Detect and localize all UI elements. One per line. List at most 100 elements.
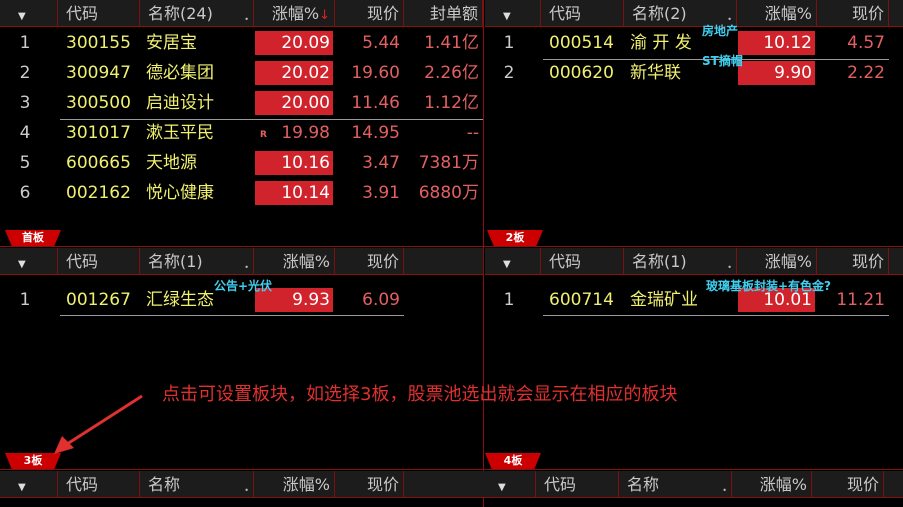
change-percent: 19.98	[281, 123, 330, 143]
column-header-label: 代码	[549, 252, 582, 271]
row-number: 1	[19, 290, 31, 310]
column-menu[interactable]: ▼	[480, 471, 536, 498]
current-price: 3.47	[362, 153, 400, 173]
row-number: 6	[19, 183, 31, 203]
stock-name: 启迪设计	[146, 93, 214, 113]
column-menu[interactable]: ▼	[0, 471, 58, 498]
column-header-pct[interactable]: 涨幅%	[254, 471, 335, 498]
r-mark-icon: R	[260, 130, 267, 140]
table-row[interactable]: 1 300155 安居宝 20.09 5.44 1.41亿	[0, 28, 483, 58]
tab-3-board[interactable]: 3板	[5, 453, 61, 469]
change-percent: 10.12	[738, 31, 815, 55]
column-header-label: 代码	[66, 475, 99, 494]
stock-code: 300155	[66, 33, 131, 53]
table-row[interactable]: 5 600665 天地源 10.16 3.47 7381万	[0, 148, 483, 178]
table-row[interactable]: 2 000620 新华联 9.90 2.22 ST摘帽	[485, 54, 903, 88]
table-row[interactable]: 1 001267 汇绿生态 9.93 6.09 公告+光伏	[0, 279, 483, 315]
stock-code: 301017	[66, 123, 131, 143]
column-header-label: 现价	[366, 4, 399, 23]
settings-dot-icon[interactable]: •	[244, 486, 249, 495]
column-header-pct[interactable]: 涨幅%	[254, 248, 335, 275]
settings-dot-icon[interactable]: •	[727, 15, 732, 24]
column-header-name[interactable]: 名称 •	[619, 471, 732, 498]
column-header-pct[interactable]: 涨幅%	[737, 248, 817, 275]
column-header-label: 代码	[549, 4, 582, 23]
tab-2-board[interactable]: 2板	[487, 230, 543, 246]
stock-name: 安居宝	[146, 33, 197, 53]
dropdown-triangle-icon[interactable]: ▼	[18, 11, 26, 22]
annotation-arrow-icon	[54, 394, 143, 454]
dropdown-triangle-icon[interactable]: ▼	[503, 259, 511, 270]
column-header-name[interactable]: 名称(24) •	[140, 0, 254, 27]
row-number: 2	[19, 63, 31, 83]
column-header-label: 名称(2)	[632, 4, 687, 23]
column-header-price[interactable]: 现价	[817, 0, 889, 27]
row-number: 5	[19, 153, 31, 173]
seal-amount: 1.12亿	[424, 93, 479, 113]
tab-first-board[interactable]: 首板	[5, 230, 61, 246]
table-row[interactable]: 6 002162 悦心健康 10.14 3.91 6880万	[0, 178, 483, 208]
column-header-name[interactable]: 名称 •	[140, 471, 254, 498]
stock-code: 300500	[66, 93, 131, 113]
stock-name: 新华联	[630, 63, 681, 83]
column-header-amount[interactable]: 封单额	[404, 0, 483, 27]
column-header-code[interactable]: 代码	[58, 0, 140, 27]
table-row[interactable]: 1 000514 渝 开 发 10.12 4.57 房地产	[485, 24, 903, 58]
column-header-price[interactable]: 现价	[335, 248, 404, 275]
dropdown-triangle-icon[interactable]: ▼	[498, 482, 506, 493]
column-header-price[interactable]: 现价	[817, 248, 889, 275]
stock-name: 汇绿生态	[146, 290, 214, 310]
column-header-name[interactable]: 名称(1) •	[624, 248, 737, 275]
stock-panel-p1: ▼ 代码 名称(24) • 涨幅%↓ 现价 封单额 1 300155 安居宝 20.09 5.44 1.…	[0, 0, 483, 246]
change-percent: 10.01	[738, 288, 815, 312]
table-row[interactable]: 3 300500 启迪设计 20.00 11.46 1.12亿	[0, 88, 483, 118]
table-row[interactable]: 4 301017 漱玉平民 19.98 R 14.95 --	[0, 118, 483, 148]
header-row: ▼ 代码 名称(2) • 涨幅% 现价	[485, 0, 903, 27]
column-header-code[interactable]: 代码	[541, 248, 624, 275]
tab-4-board[interactable]: 4板	[485, 453, 541, 469]
settings-dot-icon[interactable]: •	[244, 263, 249, 272]
sort-desc-icon[interactable]: ↓	[319, 8, 330, 23]
concept-tag: 玻璃基板封装+有色金?	[706, 279, 832, 293]
change-percent: 9.90	[738, 61, 815, 85]
column-header-code[interactable]: 代码	[58, 248, 140, 275]
column-header-pct[interactable]: 涨幅%↓	[254, 0, 335, 27]
settings-dot-icon[interactable]: •	[727, 263, 732, 272]
table-row[interactable]: 2 300947 德必集团 20.02 19.60 2.26亿	[0, 58, 483, 88]
settings-dot-icon[interactable]: •	[722, 486, 727, 495]
stock-name: 渝 开 发	[630, 33, 692, 53]
column-header-code[interactable]: 代码	[58, 471, 140, 498]
row-number: 1	[19, 33, 31, 53]
stock-code: 600665	[66, 153, 131, 173]
column-menu[interactable]: ▼	[0, 0, 58, 27]
stock-panel-p6: ▼ 代码 名称 • 涨幅% 现价	[480, 471, 903, 507]
change-percent: 9.93	[255, 288, 333, 312]
header-row: ▼ 代码 名称(24) • 涨幅%↓ 现价 封单额	[0, 0, 483, 27]
dropdown-triangle-icon[interactable]: ▼	[18, 482, 26, 493]
column-header-name[interactable]: 名称(1) •	[140, 248, 254, 275]
current-price: 11.21	[836, 290, 885, 310]
column-header-pct[interactable]: 涨幅%	[737, 0, 817, 27]
dropdown-triangle-icon[interactable]: ▼	[18, 259, 26, 270]
column-header-price[interactable]: 现价	[812, 471, 884, 498]
column-header-label: 名称	[627, 475, 660, 494]
dropdown-triangle-icon[interactable]: ▼	[503, 11, 511, 22]
column-header-pct[interactable]: 涨幅%	[732, 471, 812, 498]
header-row: ▼ 代码 名称(1) • 涨幅% 现价	[0, 248, 483, 275]
column-menu[interactable]: ▼	[485, 0, 541, 27]
stock-code: 000620	[549, 63, 614, 83]
column-header-code[interactable]: 代码	[536, 471, 619, 498]
column-header-price[interactable]: 现价	[335, 471, 404, 498]
stock-code: 300947	[66, 63, 131, 83]
stock-code: 600714	[549, 290, 614, 310]
column-header-label: 名称	[148, 475, 181, 494]
column-header-name[interactable]: 名称(2) •	[624, 0, 737, 27]
seal-amount: 2.26亿	[424, 63, 479, 83]
column-menu[interactable]: ▼	[0, 248, 58, 275]
panel-divider	[0, 246, 903, 247]
column-header-code[interactable]: 代码	[541, 0, 624, 27]
column-header-price[interactable]: 现价	[335, 0, 404, 27]
table-row[interactable]: 1 600714 金瑞矿业 10.01 11.21 玻璃基板封装+有色金?	[485, 279, 903, 315]
column-menu[interactable]: ▼	[485, 248, 541, 275]
settings-dot-icon[interactable]: •	[244, 15, 249, 24]
